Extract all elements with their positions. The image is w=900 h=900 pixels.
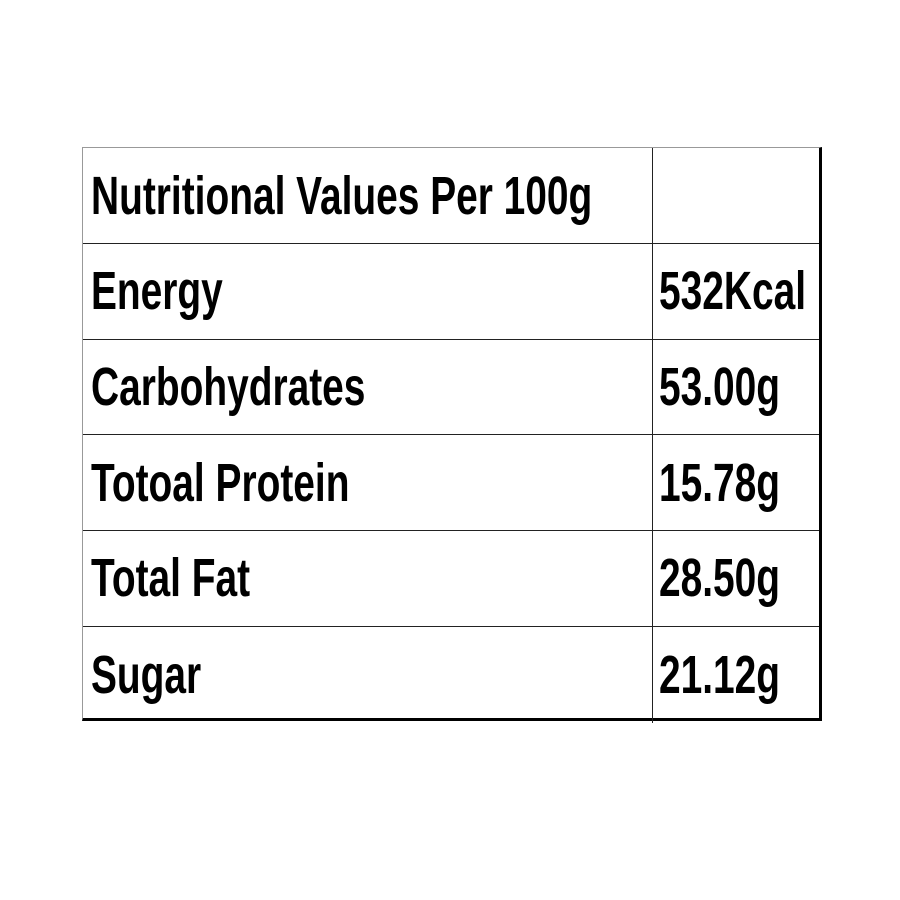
nutrient-cell: Carbohydrates — [83, 339, 653, 435]
table-row: Sugar 21.12g — [83, 626, 820, 723]
table-title: Nutritional Values Per 100g — [91, 165, 593, 226]
nutrition-table: Nutritional Values Per 100g Energy 532Kca… — [82, 147, 822, 723]
table-row: Carbohydrates 53.00g — [83, 339, 820, 436]
amount-cell: 53.00g — [653, 339, 820, 434]
nutrient-name: Totoal Protein — [91, 452, 350, 513]
nutrient-name: Carbohydrates — [91, 356, 366, 417]
nutrient-cell: Total Fat — [83, 530, 653, 626]
nutrient-amount: 15.78g — [659, 452, 781, 513]
empty-cell — [653, 148, 820, 243]
nutrient-amount: 28.50g — [659, 548, 781, 609]
nutrient-amount: 53.00g — [659, 356, 781, 417]
header-row: Nutritional Values Per 100g — [83, 148, 819, 244]
nutrient-name: Sugar — [91, 644, 202, 705]
table-row: Total Fat 28.50g — [83, 530, 820, 627]
nutrient-amount: 532Kcal — [659, 261, 807, 322]
nutrient-name: Energy — [91, 261, 223, 322]
nutrient-cell: Sugar — [83, 626, 653, 723]
nutrient-cell: Totoal Protein — [83, 435, 653, 531]
header-cell: Nutritional Values Per 100g — [83, 148, 653, 243]
nutrient-name: Total Fat — [91, 548, 251, 609]
amount-cell: 21.12g — [653, 627, 820, 723]
table-row: Totoal Protein 15.78g — [83, 435, 820, 532]
amount-cell: 28.50g — [653, 531, 820, 626]
amount-cell: 532Kcal — [653, 244, 820, 339]
amount-cell: 15.78g — [653, 435, 820, 530]
nutrient-amount: 21.12g — [659, 644, 781, 705]
nutrient-cell: Energy — [83, 243, 653, 339]
table-row: Energy 532Kcal — [83, 243, 820, 340]
